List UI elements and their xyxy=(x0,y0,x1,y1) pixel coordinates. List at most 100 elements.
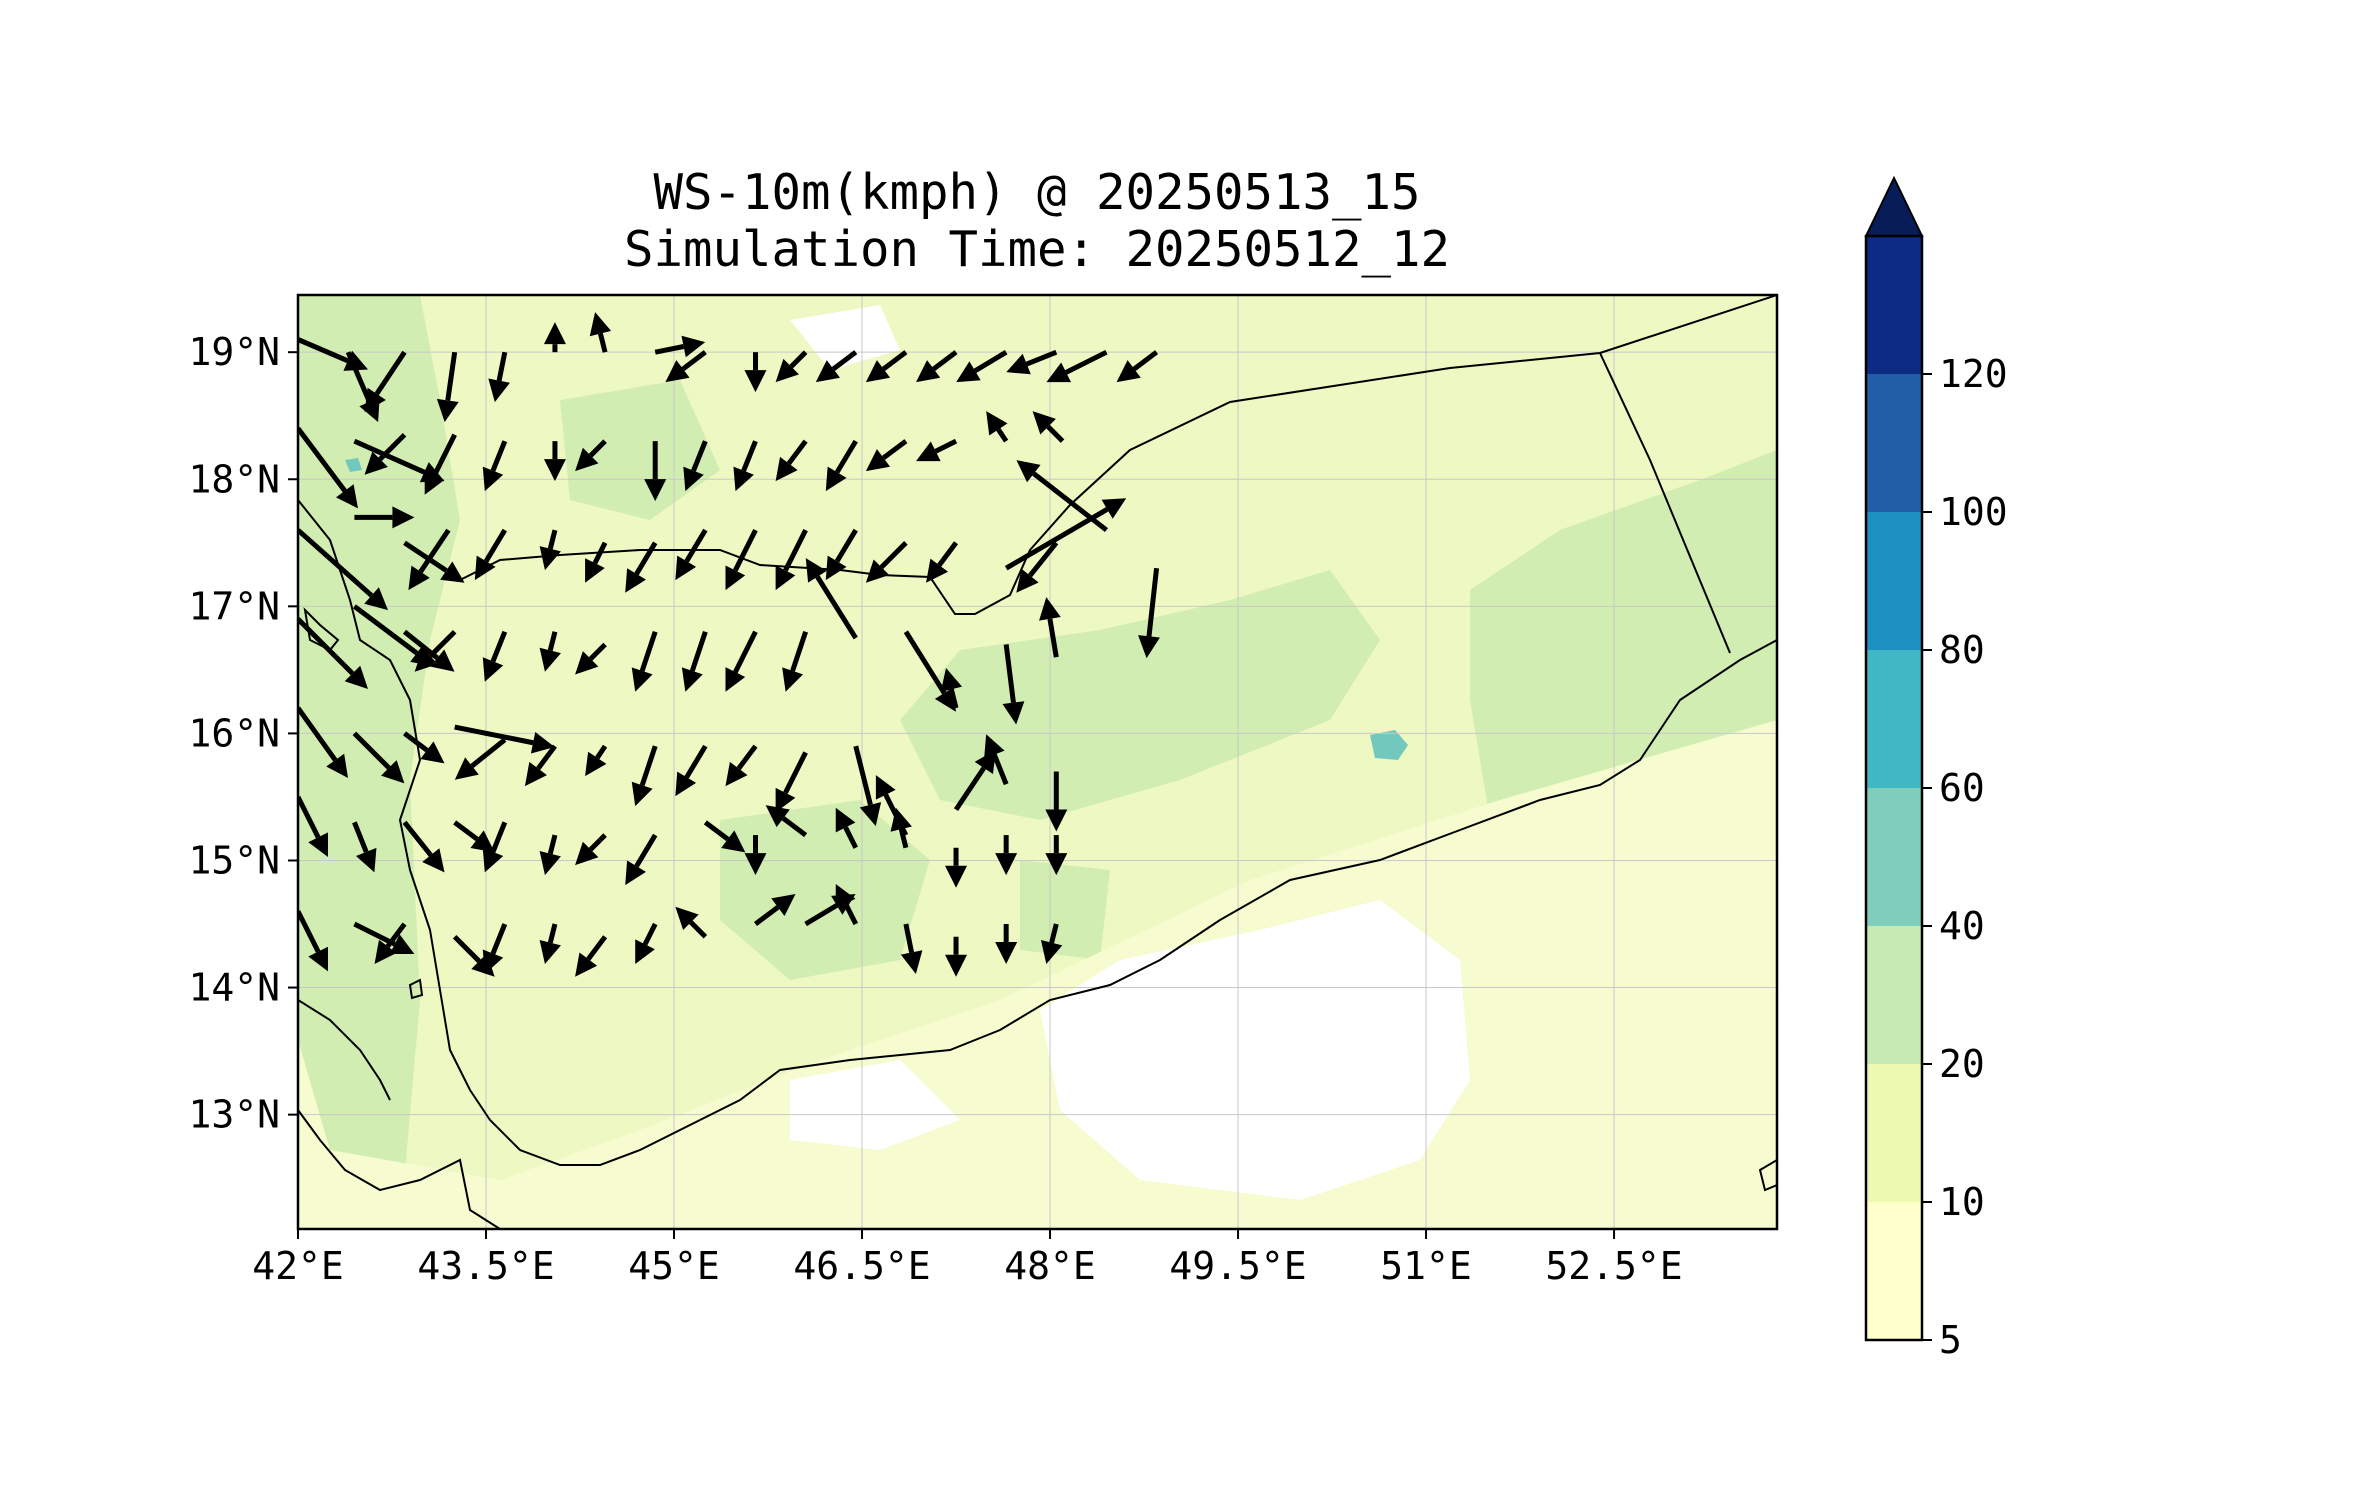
wind-arrow xyxy=(853,745,882,827)
wind-arrow xyxy=(539,834,561,876)
lat-tick-label: 19°N xyxy=(188,330,280,374)
wind-arrow xyxy=(865,541,908,583)
wind-arrow xyxy=(865,439,908,472)
wind-arrow xyxy=(408,528,451,591)
colorbar-segment xyxy=(1866,650,1922,788)
wind-arrow xyxy=(524,744,557,787)
colorbar-tick-label: 20 xyxy=(1939,1042,1985,1086)
map-title-line-1: WS-10m(kmph) @ 20250513_15 xyxy=(653,164,1420,221)
wind-arrow xyxy=(644,441,667,502)
horn-of-africa-coastline xyxy=(298,1109,501,1229)
lon-tick-label: 48°E xyxy=(1004,1244,1096,1288)
wind-arrow xyxy=(1016,541,1059,593)
calm-area xyxy=(1040,900,1470,1200)
wind-band-40-60-spot-nw xyxy=(345,458,362,472)
wind-arrow xyxy=(575,833,607,866)
wind-arrow xyxy=(775,528,808,591)
wind-vectors xyxy=(298,312,1160,977)
lat-lon-gridlines xyxy=(298,295,1777,1229)
wind-arrow xyxy=(1002,644,1025,725)
colorbar-segment xyxy=(1866,788,1922,926)
wind-arrow xyxy=(1039,597,1061,658)
map-title-line-2: Simulation Time: 20250512_12 xyxy=(624,221,1450,278)
wind-arrow xyxy=(916,350,958,383)
lat-tick-label: 16°N xyxy=(188,711,280,755)
wind-arrow xyxy=(353,921,415,955)
wind-band-20-40-patch-b xyxy=(720,800,930,980)
colorbar-tick-label: 100 xyxy=(1939,490,2008,534)
wind-arrow xyxy=(665,350,707,383)
wind-band-20-40-patch-a xyxy=(560,380,720,520)
wind-arrow xyxy=(1040,923,1063,965)
wind-arrow xyxy=(436,351,459,423)
lon-tick-label: 52.5°E xyxy=(1545,1244,1682,1288)
lat-tick-label: 17°N xyxy=(188,584,280,628)
wind-band-20-40-patch-c xyxy=(1020,860,1110,960)
wind-arrow xyxy=(543,322,566,353)
wind-arrow xyxy=(916,438,958,462)
wind-arrow xyxy=(681,630,708,692)
wind-arrow xyxy=(900,923,923,975)
colorbar-tick-label: 80 xyxy=(1939,628,1985,672)
lon-tick-label: 51°E xyxy=(1380,1244,1472,1288)
wind-arrow xyxy=(984,734,1009,786)
lon-tick-label: 43.5°E xyxy=(417,1244,554,1288)
colorbar-segment xyxy=(1866,512,1922,650)
eritrea-coast xyxy=(298,999,391,1101)
yemen-south-coastline xyxy=(699,639,1777,1121)
island-hanish xyxy=(408,978,424,1000)
wind-arrow xyxy=(1045,835,1068,876)
calm-area-north xyxy=(790,305,900,370)
wind-arrow xyxy=(733,440,758,492)
wind-arrow xyxy=(945,936,968,977)
wind-arrow xyxy=(374,922,407,965)
wind-arrow xyxy=(890,807,912,849)
wind-arrow xyxy=(298,706,348,778)
wind-arrow xyxy=(454,724,555,754)
wind-arrow xyxy=(364,433,407,475)
lon-tick-label: 49.5°E xyxy=(1169,1244,1306,1288)
colorbar-segment xyxy=(1866,374,1922,512)
wind-arrow xyxy=(765,805,808,838)
wind-arrow xyxy=(1046,349,1108,383)
wind-arrow xyxy=(775,439,808,482)
wind-arrow xyxy=(403,540,465,583)
wind-arrow xyxy=(402,820,445,873)
wind-arrow xyxy=(403,731,445,764)
map-panel: 42°E 43.5°E 45°E 46.5°E 48°E 49.5°E 51°E 52.5°E… xyxy=(188,293,1779,1288)
wind-arrow xyxy=(298,617,368,690)
wind-arrow xyxy=(1138,567,1160,659)
colorbar-tick-label: 40 xyxy=(1939,904,1985,948)
wind-arrow xyxy=(298,910,328,972)
farasan-islands xyxy=(303,607,340,652)
wind-arrow xyxy=(1116,350,1159,383)
wind-arrow xyxy=(835,884,858,926)
wind-arrow xyxy=(782,630,808,692)
wind-arrow xyxy=(805,558,858,640)
wind-arrow xyxy=(474,528,507,581)
wind-arrow xyxy=(352,731,405,784)
saudi-yemen-border xyxy=(459,352,1601,615)
wind-arrow xyxy=(744,835,767,876)
wind-arrow xyxy=(298,337,368,371)
wind-arrow xyxy=(589,312,612,353)
colorbar-segment xyxy=(1866,1202,1922,1340)
lat-tick-label: 13°N xyxy=(188,1093,280,1137)
wind-arrow xyxy=(539,923,561,965)
wind-arrow xyxy=(482,821,508,873)
wind-arrow xyxy=(575,935,608,977)
lon-tick-label: 45°E xyxy=(628,1244,720,1288)
wind-arrow xyxy=(725,744,758,787)
wind-arrow xyxy=(424,433,457,495)
wind-arrow xyxy=(354,506,415,529)
wind-arrow xyxy=(926,541,959,583)
wind-arrow xyxy=(635,922,658,965)
colorbar-segment xyxy=(1866,236,1922,374)
wind-arrow xyxy=(482,630,508,682)
wind-arrow xyxy=(631,745,658,807)
wind-arrow xyxy=(1032,411,1065,443)
colorbar-tick-label: 5 xyxy=(1939,1318,1962,1362)
wind-arrow xyxy=(940,667,963,709)
yemen-oman-border xyxy=(1599,352,1731,654)
